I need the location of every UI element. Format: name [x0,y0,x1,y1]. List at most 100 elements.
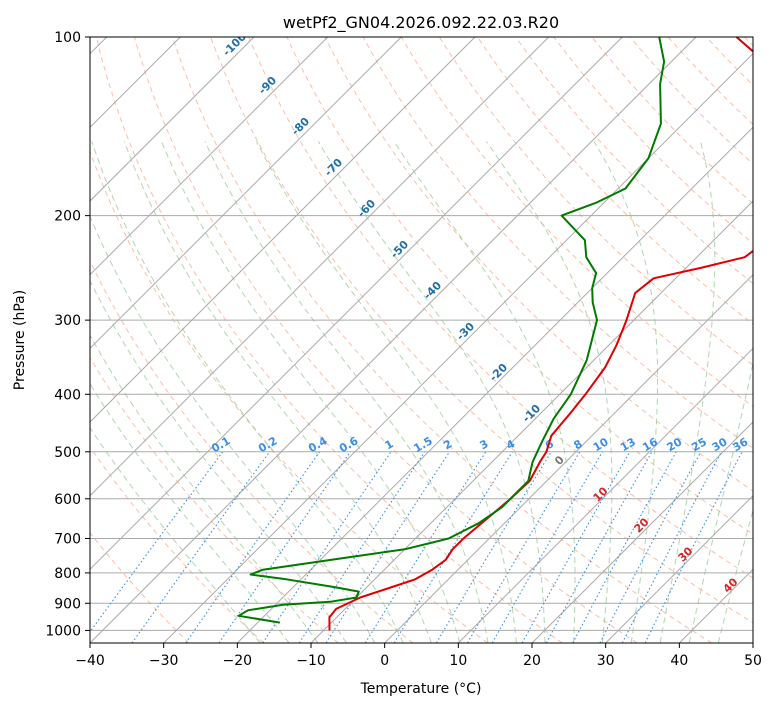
mixing-ratio-line [599,451,702,643]
dry-adiabat [515,37,753,285]
isotherm-label: -40 [421,279,444,302]
isotherm-label: -90 [256,74,279,97]
mixing-ratio-line [298,451,426,643]
mixing-ratio-line [90,451,224,633]
isotherm-line [90,37,697,643]
x-tick-label: 20 [523,653,541,669]
mixing-ratio-line [185,451,321,643]
mixing-ratio-line [131,451,271,643]
moist-adiabat [204,141,489,643]
y-tick-label: 900 [54,596,81,612]
y-tick-label: 300 [54,313,81,329]
x-axis-label: Temperature (°C) [360,681,482,697]
isotherm-line [384,273,753,643]
dry-adiabat [90,446,264,643]
mixing-ratio-line [435,451,552,643]
dry-adiabat [172,37,712,643]
isotherm-line [90,37,402,350]
x-tick-label: 50 [744,653,762,669]
dry-adiabat [744,37,753,47]
moist-adiabat-label: 40 [721,575,741,595]
y-tick-label: 700 [54,532,81,548]
y-tick-label: 800 [54,566,81,582]
moist-adiabat-label: 10 [591,484,611,504]
moist-adiabat [688,361,753,643]
moist-adiabat [659,141,716,643]
isotherm-label: -30 [454,320,477,343]
mixing-ratio-line [521,451,631,643]
plot-area: 0.1 0.2 0.4 0.6 1 1.5 2 3 4 6 8 10 13 16 20 25 30 36-100-… [90,30,753,643]
dry-adiabat [90,150,488,643]
isotherm-label: -100 [220,30,249,59]
isotherm-line [605,494,753,643]
y-axis-label: Pressure (hPa) [12,290,28,390]
moist-adiabat [393,141,576,643]
moist-adiabat [717,508,753,643]
moist-adiabat [593,141,659,643]
mixing-ratio-line [644,451,743,643]
y-tick-label: 200 [54,209,81,225]
dry-adiabat [90,532,190,643]
isotherm-line [531,421,753,643]
isotherm-label: -20 [487,361,510,384]
isotherm-label: -80 [289,115,312,138]
x-tick-label: 40 [670,653,688,669]
moist-adiabat-label: 30 [676,544,696,564]
moist-adiabat [90,382,290,643]
isotherm-line [457,347,753,643]
isotherm-line [752,642,753,643]
mixing-ratio-label: 2 [441,437,454,452]
moist-adiabat-label: 20 [632,515,652,535]
dry-adiabat [286,37,753,535]
dry-adiabat [400,37,753,408]
x-tick-label: 0 [380,653,389,669]
dry-adiabat [95,37,563,643]
y-tick-label: 500 [54,445,81,461]
isotherm-label: -60 [355,197,378,220]
dry-adiabat [324,37,753,492]
dry-adiabat [705,37,753,86]
isotherm-line [90,37,476,423]
isotherm-line [236,126,753,643]
mixing-ratio-line [218,451,351,643]
isotherm-line [90,37,550,497]
x-tick-label: 10 [449,653,467,669]
x-tick-label: −10 [296,653,326,669]
mixing-ratio-line [572,451,677,643]
moist-adiabat-label: 0 [552,453,567,468]
mixing-ratio-line [325,451,451,643]
mixing-ratio-line [262,451,392,643]
dry-adiabat [90,356,339,643]
y-tick-label: 400 [54,387,81,403]
x-tick-label: −30 [149,653,179,669]
moist-adiabat [90,279,347,643]
isotherm-line [310,200,753,643]
isotherm-line [90,37,255,202]
x-tick-label: 30 [597,653,615,669]
mixing-ratio-label: 3 [477,437,490,452]
dry-adiabat [248,37,753,579]
dewpoint-profile-line [237,37,666,624]
x-tick-label: −20 [223,653,253,669]
y-tick-label: 100 [54,30,81,46]
temperature-profile-line [328,37,753,631]
isotherm-label: -50 [388,238,411,261]
axes: −40 −30 −20 −10 0 10 20 30 40 5010020030040050060… [45,30,762,669]
dry-adiabat [90,260,414,643]
y-tick-label: 1000 [45,623,81,639]
y-tick-label: 600 [54,492,81,508]
isotherm-line [90,37,623,571]
dry-adiabat [438,37,753,366]
isotherm-line [90,37,329,276]
isotherm-label: -70 [322,156,345,179]
dry-adiabat [210,37,753,624]
mixing-ratio-label: 4 [504,437,517,452]
mixing-ratio-line [545,451,653,643]
moist-adiabat [90,215,376,643]
x-tick-label: −40 [75,653,105,669]
mixing-ratio-line [364,451,487,643]
dry-adiabat [477,37,753,325]
moist-adiabat [91,141,404,643]
chart-title: wetPf2_GN04.2026.092.22.03.R20 [283,13,559,33]
